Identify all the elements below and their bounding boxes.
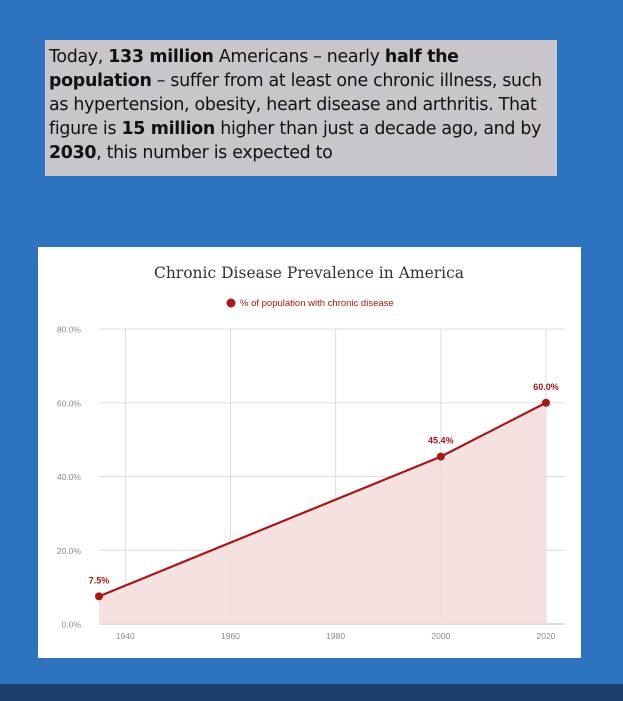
x-tick-label: 2020 <box>537 631 556 641</box>
x-tick-label: 2000 <box>431 631 450 641</box>
data-label: 7.5% <box>89 575 110 585</box>
x-tick-label: 1960 <box>221 631 240 641</box>
legend-label: % of population with chronic disease <box>240 298 394 309</box>
chart-card: 7.5% 45.4% 60.0% 0.0% 20.0% 40.0% 60.0% 80.0% 1… <box>38 247 581 658</box>
chronic-disease-chart: 7.5% 45.4% 60.0% 0.0% 20.0% 40.0% 60.0% 80.0% 1… <box>57 264 565 641</box>
quote-emphasis: half the population <box>49 47 459 91</box>
chart-title: Chronic Disease Prevalence in America <box>154 264 464 282</box>
data-point <box>542 398 550 407</box>
quote-run: Americans – nearly <box>213 47 385 67</box>
x-tick-label: 1980 <box>326 631 345 641</box>
quote-box: Today, 133 million Americans – nearly ha… <box>45 40 557 176</box>
data-point <box>436 452 445 461</box>
legend-marker <box>226 298 236 308</box>
x-tick-label: 1940 <box>116 631 135 641</box>
y-tick-label: 60.0% <box>57 398 82 408</box>
quote-emphasis: 15 million <box>121 119 215 139</box>
y-tick-label: 40.0% <box>57 472 82 482</box>
y-tick-label: 0.0% <box>62 620 82 630</box>
data-label: 45.4% <box>428 436 454 446</box>
quote-emphasis: 133 million <box>108 47 214 67</box>
quote-run: Today, <box>49 47 109 67</box>
series-area-fill <box>99 402 546 624</box>
y-tick-label: 80.0% <box>57 325 82 335</box>
quote-run: higher than just a decade ago, and by <box>215 119 542 139</box>
quote-run: , this number is expected to <box>96 143 333 163</box>
quote-run: – suffer from at least one chronic illne… <box>49 71 542 139</box>
data-point <box>95 592 103 601</box>
quote-emphasis: 2030 <box>49 143 97 163</box>
y-tick-label: 20.0% <box>57 546 82 556</box>
slide-bottom-bar <box>0 684 623 701</box>
quote-text: Today, 133 million Americans – nearly ha… <box>45 40 557 165</box>
data-label: 60.0% <box>533 382 559 392</box>
